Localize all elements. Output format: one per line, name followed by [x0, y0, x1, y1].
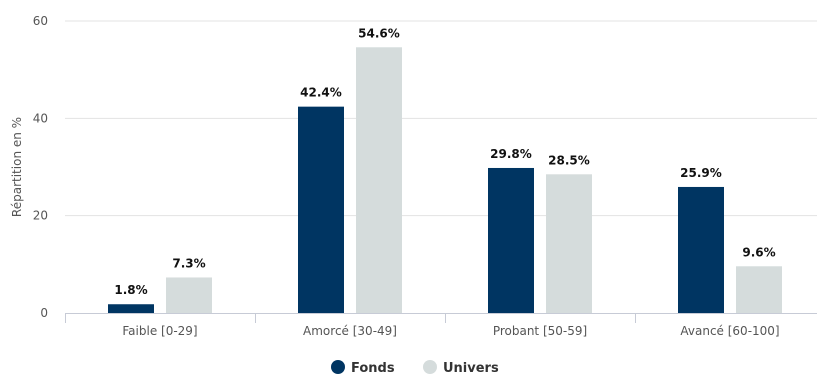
bar-fonds — [488, 168, 534, 313]
data-label: 7.3% — [172, 256, 205, 270]
legend-label-univers[interactable]: Univers — [443, 361, 499, 374]
y-tick-label: 20 — [33, 209, 48, 223]
bar-univers — [356, 47, 402, 313]
bar-fonds — [678, 187, 724, 313]
x-category-label: Faible [0-29] — [122, 324, 197, 338]
legend-marker-univers[interactable] — [423, 360, 437, 374]
bar-univers — [546, 174, 592, 313]
bar-layer — [108, 47, 782, 313]
bar-fonds — [298, 107, 344, 313]
data-label: 29.8% — [490, 147, 532, 161]
grid-layer — [65, 21, 817, 216]
x-category-label: Probant [50-59] — [493, 324, 587, 338]
y-tick-label: 40 — [33, 111, 48, 125]
data-label: 9.6% — [742, 245, 775, 259]
bar-fonds — [108, 304, 154, 313]
bar-univers — [166, 277, 212, 313]
data-label: 1.8% — [114, 283, 147, 297]
bar-univers — [736, 266, 782, 313]
data-label: 54.6% — [358, 26, 400, 40]
y-tick-label: 60 — [33, 14, 48, 28]
data-label: 28.5% — [548, 153, 590, 167]
x-category-label: Amorcé [30-49] — [303, 324, 397, 338]
legend: Fonds Univers — [331, 360, 499, 374]
label-layer: 1.8% 7.3% 42.4% 54.6% 29.8% 28.5% 25.9% 9.6% — [114, 26, 775, 297]
legend-marker-fonds[interactable] — [331, 360, 345, 374]
y-tick-label: 0 — [40, 306, 48, 320]
legend-label-fonds[interactable]: Fonds — [351, 361, 395, 374]
data-label: 25.9% — [680, 166, 722, 180]
x-category-label: Avancé [60-100] — [680, 324, 779, 338]
y-axis-title: Répartition en % — [10, 117, 24, 217]
data-label: 42.4% — [300, 86, 342, 100]
